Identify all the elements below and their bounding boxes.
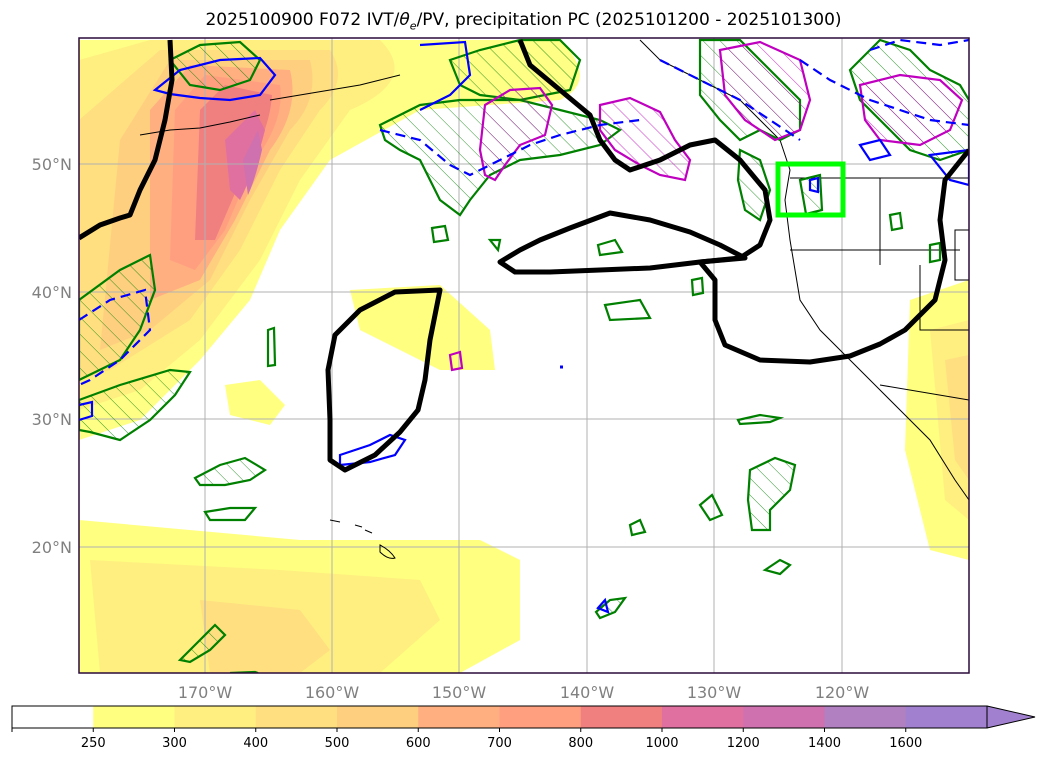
lat-label-50n: 50°N	[32, 155, 72, 174]
lat-label-40n: 40°N	[32, 283, 72, 302]
title-suffix: /PV, precipitation PC (2025101200 - 2025…	[416, 10, 842, 30]
lon-label-170w: 170°W	[178, 683, 233, 702]
lat-label-20n: 20°N	[32, 538, 72, 557]
map-title: 2025100900 F072 IVT/θe/PV, precipitation…	[0, 10, 1047, 32]
colorbar-cell	[418, 706, 500, 728]
colorbar-tick-label: 300	[162, 736, 187, 751]
colorbar-cell	[662, 706, 744, 728]
lon-label-160w: 160°W	[305, 683, 360, 702]
colorbar-tick-label: 1200	[727, 736, 760, 751]
colorbar-tick-label: 1000	[645, 736, 678, 751]
lat-label-30n: 30°N	[32, 410, 72, 429]
theta-e-contours	[79, 39, 969, 473]
colorbar-cell	[12, 706, 94, 728]
colorbar-tick-label: 1400	[808, 736, 841, 751]
lon-label-120w: 120°W	[815, 683, 870, 702]
lon-label-150w: 150°W	[432, 683, 487, 702]
colorbar-cell	[824, 706, 907, 728]
colorbar-tick-label: 1600	[889, 736, 922, 751]
colorbar-tick-label: 800	[568, 736, 593, 751]
colorbar-cell	[255, 706, 338, 728]
lon-label-130w: 130°W	[687, 683, 742, 702]
colorbar-tick-label: 400	[243, 736, 268, 751]
lon-label-140w: 140°W	[560, 683, 615, 702]
colorbar-extend-arrow	[986, 705, 1036, 729]
colorbar-tick-label: 500	[325, 736, 350, 751]
colorbar-tick-label: 250	[81, 736, 106, 751]
title-theta: θe	[399, 10, 417, 33]
title-prefix: 2025100900 F072 IVT/	[205, 10, 400, 30]
colorbar-cell	[174, 706, 257, 728]
colorbar-cell	[580, 706, 663, 728]
colorbar: 250 300 400 500 600 700 800 1000 1200 1400 1600	[11, 705, 1036, 751]
map-frame	[78, 37, 970, 674]
latitude-labels: 50°N 40°N 30°N 20°N	[32, 155, 72, 557]
longitude-labels: 170°W 160°W 150°W 140°W 130°W 120°W	[178, 683, 870, 702]
pv-magenta-contours	[448, 40, 964, 372]
region-highlight-box	[775, 161, 846, 218]
colorbar-cell	[743, 706, 825, 728]
colorbar-cell	[337, 706, 419, 728]
colorbar-cell	[93, 706, 175, 728]
colorbar-cell	[499, 706, 582, 728]
pv-blue-contours	[79, 38, 969, 614]
colorbar-tick-label: 600	[406, 736, 431, 751]
colorbar-cell	[905, 706, 988, 728]
colorbar-tick-label: 700	[487, 736, 512, 751]
